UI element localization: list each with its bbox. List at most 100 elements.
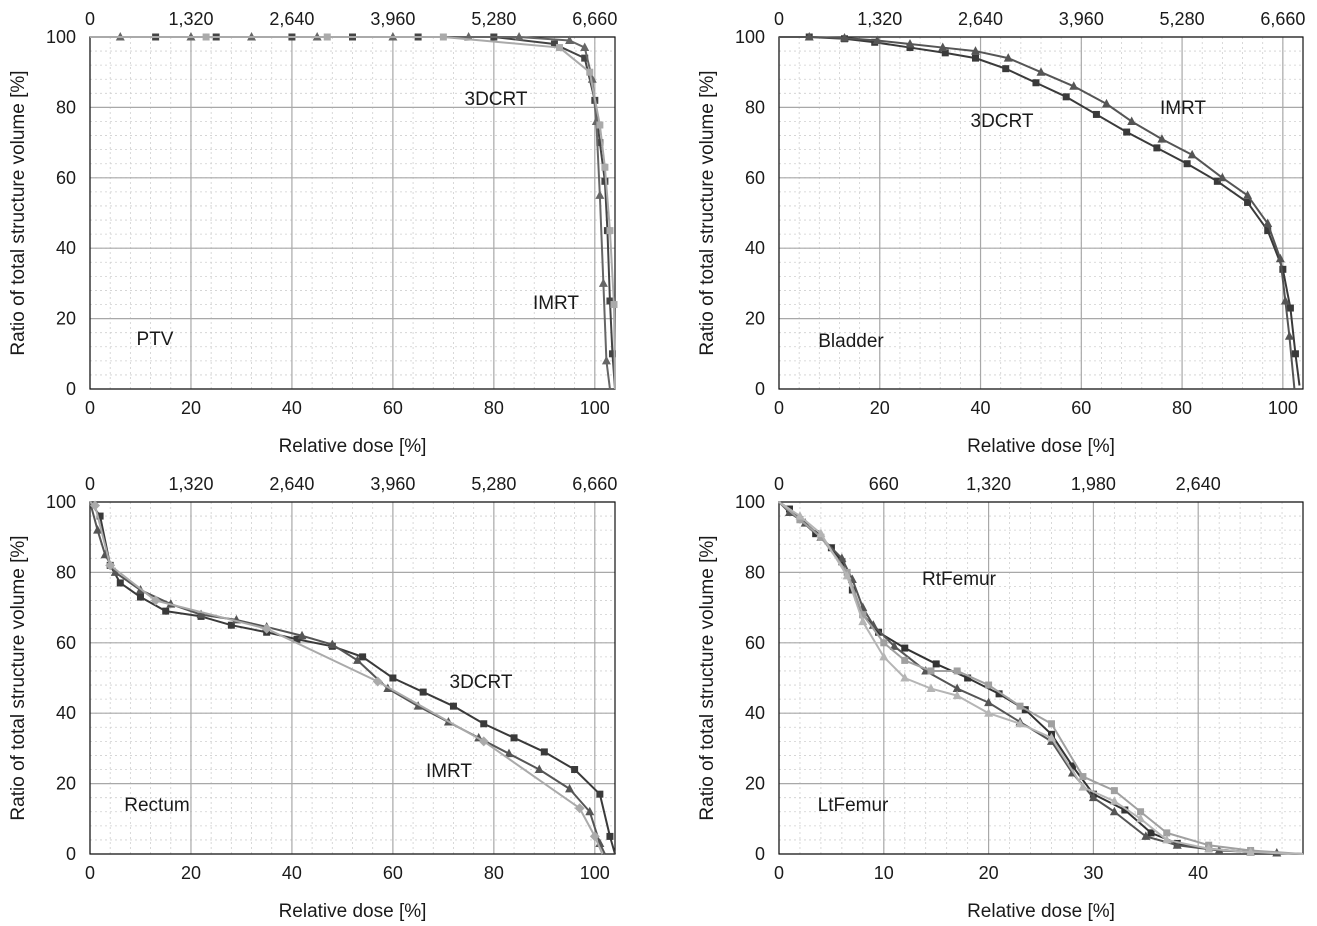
data-point	[372, 676, 383, 687]
data-point	[565, 783, 575, 793]
top-axis-tick-label: 1,320	[168, 9, 213, 29]
data-point	[1036, 67, 1046, 76]
y-tick-label: 40	[56, 238, 76, 258]
y-axis-title: Ratio of total structure volume [%]	[697, 535, 718, 820]
x-tick-label: 20	[181, 863, 201, 883]
data-point	[1015, 718, 1025, 728]
data-point	[480, 720, 488, 728]
x-tick-label: 20	[870, 398, 890, 418]
data-point	[606, 227, 614, 235]
y-tick-label: 60	[745, 168, 765, 188]
data-point	[900, 673, 910, 682]
x-axis-title: Relative dose [%]	[279, 901, 427, 922]
x-axis-title: Relative dose [%]	[279, 436, 427, 457]
data-point	[1284, 331, 1294, 340]
data-point	[510, 734, 518, 742]
data-point	[906, 44, 914, 52]
x-axis-title: Relative dose [%]	[967, 436, 1115, 457]
plot-frame	[778, 501, 1304, 855]
data-point	[953, 667, 961, 675]
annotation-label: IMRT	[533, 293, 579, 314]
top-axis-tick-label: 1,980	[1071, 474, 1116, 494]
series-line	[89, 501, 606, 855]
data-point	[150, 595, 161, 606]
data-point	[1136, 813, 1146, 823]
data-point	[901, 656, 909, 664]
data-point	[1244, 198, 1252, 206]
plot-frame	[89, 501, 616, 855]
data-point	[1172, 840, 1182, 849]
top-axis-tick-label: 3,960	[370, 474, 415, 494]
chart-panel-ptv: 0 20 40 60 80 100 0 20 40 60 80 100 0 1,320 2,640 3,960…	[8, 9, 618, 457]
data-point	[606, 297, 614, 305]
data-point	[932, 660, 940, 668]
data-point	[1217, 172, 1227, 182]
data-point	[327, 639, 337, 649]
data-point	[952, 683, 962, 693]
data-point	[504, 748, 514, 758]
data-point	[550, 40, 558, 48]
data-point	[1003, 53, 1013, 62]
data-point	[964, 674, 972, 682]
top-axis-tick-label: 2,640	[269, 9, 314, 29]
data-point	[1016, 702, 1024, 710]
data-point	[971, 46, 980, 55]
data-point	[796, 516, 804, 524]
data-point	[816, 528, 826, 538]
y-tick-label: 60	[745, 633, 765, 653]
data-point	[840, 33, 849, 42]
top-axis-tick-label: 6,660	[1260, 9, 1305, 29]
data-point	[795, 511, 805, 520]
y-tick-label: 0	[755, 844, 765, 864]
data-point	[606, 832, 614, 840]
data-point	[1213, 177, 1221, 185]
data-point	[96, 512, 104, 520]
x-tick-label: 60	[383, 398, 403, 418]
annotation-label: IMRT	[1160, 98, 1206, 119]
data-point	[1157, 134, 1167, 143]
data-point	[571, 766, 579, 774]
top-axis-tick-label: 6,660	[572, 474, 617, 494]
data-point	[1109, 806, 1119, 816]
data-point	[514, 32, 524, 41]
top-axis-tick-label: 0	[85, 9, 95, 29]
data-point	[353, 655, 363, 664]
top-axis-tick-label: 3,960	[1059, 9, 1104, 29]
x-tick-label: 80	[1172, 398, 1192, 418]
data-point	[938, 42, 948, 52]
data-point	[449, 702, 457, 710]
y-tick-label: 20	[745, 774, 765, 794]
data-point	[1078, 782, 1088, 791]
data-point	[1163, 829, 1171, 837]
data-point	[540, 748, 548, 756]
x-tick-label: 0	[774, 398, 784, 418]
data-point	[1002, 65, 1010, 73]
y-tick-label: 0	[755, 379, 765, 399]
data-point	[359, 653, 367, 661]
x-tick-label: 20	[181, 398, 201, 418]
data-point	[952, 690, 962, 700]
plot-frame	[778, 36, 1304, 390]
top-axis-tick-label: 5,280	[471, 9, 516, 29]
data-point	[1088, 792, 1098, 802]
data-point	[587, 74, 597, 83]
data-point	[1092, 110, 1100, 118]
top-axis-tick-label: 2,640	[958, 9, 1003, 29]
x-tick-label: 100	[1268, 398, 1298, 418]
data-point	[598, 278, 608, 287]
data-point	[261, 623, 272, 634]
y-tick-label: 20	[56, 309, 76, 329]
x-tick-label: 0	[85, 398, 95, 418]
data-point	[323, 33, 331, 41]
data-point	[1110, 787, 1118, 795]
data-point	[1279, 265, 1287, 273]
top-axis-tick-label: 0	[774, 474, 784, 494]
y-tick-label: 40	[745, 703, 765, 723]
series-line	[89, 501, 604, 855]
data-point	[1141, 831, 1151, 840]
data-point	[804, 32, 814, 41]
y-tick-label: 100	[46, 27, 76, 47]
y-tick-label: 100	[735, 492, 765, 512]
data-point	[817, 533, 825, 541]
data-point	[995, 690, 1003, 698]
